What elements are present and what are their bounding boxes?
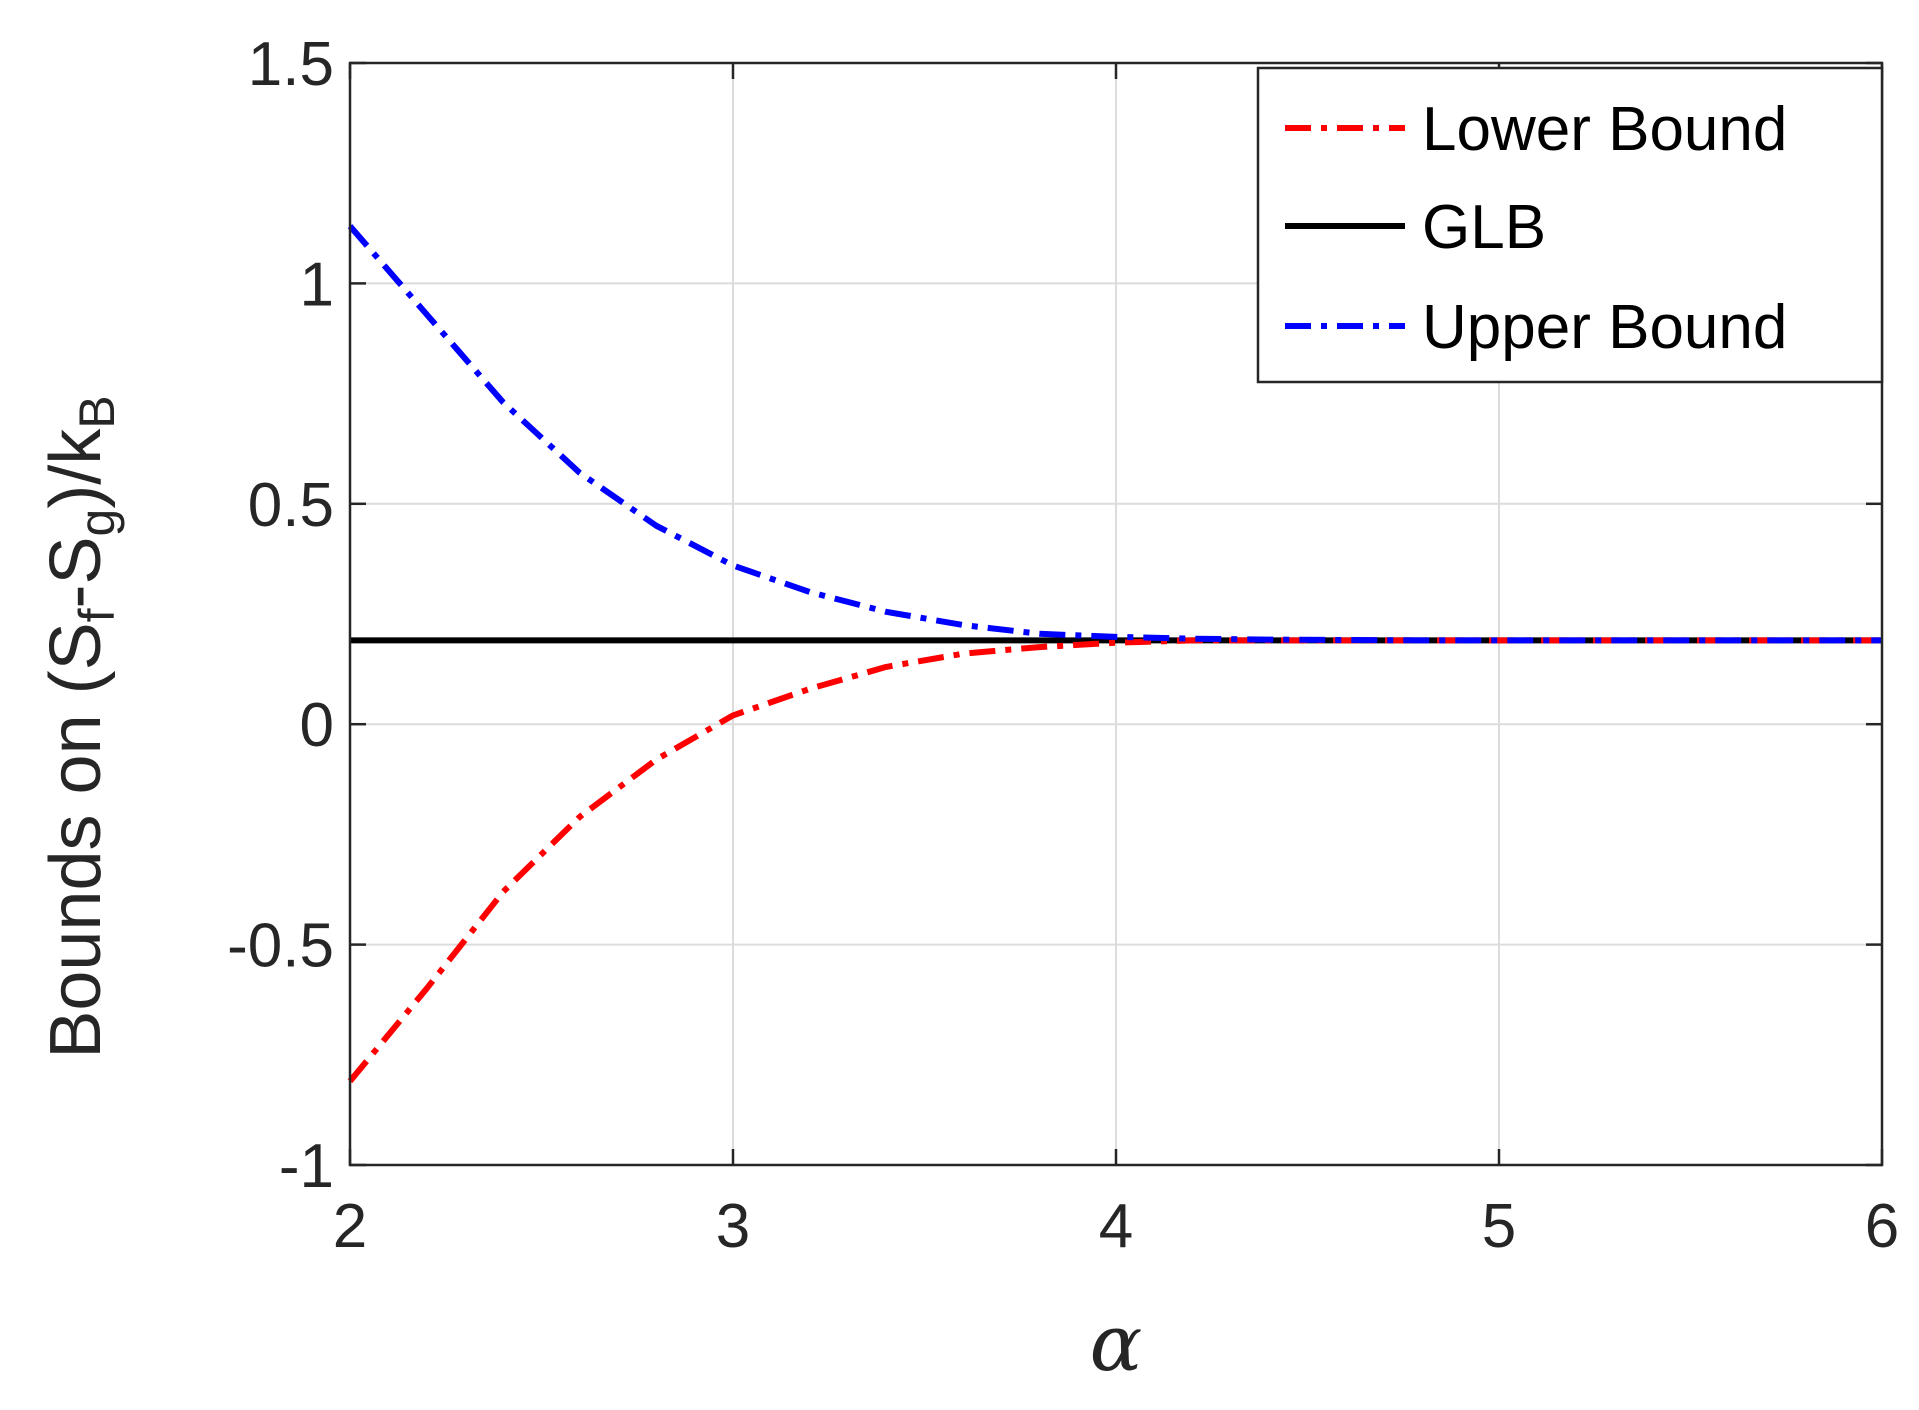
x-axis-label: α [1090,1299,1143,1389]
y-tick-label: 0.5 [248,471,334,540]
x-tick-labels: 2 3 4 5 6 [333,1192,1899,1261]
series-line-lower-bound [347,637,1882,1084]
y-tick-label: -0.5 [227,912,334,981]
x-tick-label: 3 [716,1192,750,1261]
y-label-sub-g: g [69,509,125,537]
legend: Lower Bound GLB Upper Bound [1256,66,1884,384]
y-label-prefix: Bounds on (S [36,622,116,1058]
y-tick-label: -1 [279,1132,334,1201]
series-line-upper-bound [347,224,1882,644]
y-label-sub-f: f [69,608,125,622]
y-label-mid: -S [36,536,116,608]
y-label-sub-b: B [69,395,125,428]
y-label-suffix: )/k [36,428,116,509]
x-tick-label: 2 [333,1192,367,1261]
legend-label-glb: GLB [1422,193,1546,262]
y-tick-label: 1 [300,250,334,319]
y-axis-label: Bounds on (Sf-Sg)/kB [36,395,125,1058]
series-lines [347,224,1882,1084]
x-tick-label: 4 [1099,1192,1133,1261]
x-tick-label: 5 [1482,1192,1516,1261]
x-tick-label: 6 [1865,1192,1899,1261]
legend-label-upper-bound: Upper Bound [1422,293,1787,362]
legend-label-lower-bound: Lower Bound [1422,95,1787,164]
y-tick-label: 0 [300,691,334,760]
y-tick-labels: -1 -0.5 0 0.5 1 1.5 [227,30,334,1201]
y-tick-label: 1.5 [248,30,334,99]
